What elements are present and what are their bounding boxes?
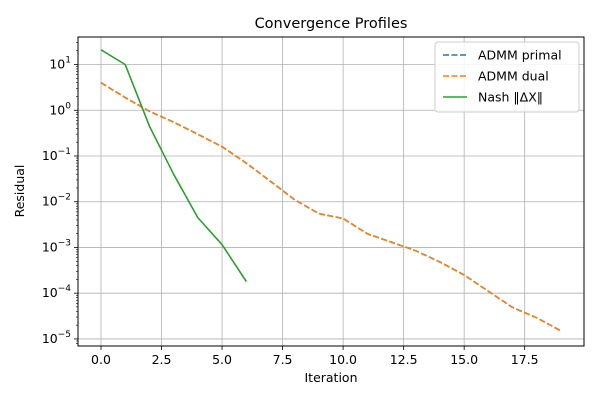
x-axis-label: Iteration <box>304 370 357 385</box>
chart-title: Convergence Profiles <box>255 16 408 32</box>
series-line <box>100 49 247 282</box>
y-tick-label: 10−2 <box>42 193 71 209</box>
legend-label: Nash ‖ΔX‖ <box>478 90 543 105</box>
legend-label: ADMM dual <box>478 69 549 84</box>
x-tick-label: 15.0 <box>450 352 478 367</box>
y-axis-label: Residual <box>12 165 27 218</box>
x-tick-label: 12.5 <box>390 352 418 367</box>
legend: ADMM primal ADMM dual Nash ‖ΔX‖ <box>434 41 580 113</box>
y-tick-label: 101 <box>49 56 71 72</box>
x-tick-label: 5.0 <box>212 352 232 367</box>
plot-area-frame <box>77 36 585 347</box>
axis-ticks: 0.0 2.5 5.0 7.5 10.0 12.5 15.0 17.5 101 100 10−1 10… <box>42 42 539 367</box>
y-tick-label: 100 <box>49 101 71 117</box>
series-lines <box>100 49 562 332</box>
x-tick-label: 7.5 <box>273 352 293 367</box>
x-tick-label: 17.5 <box>511 352 539 367</box>
legend-box <box>434 41 580 113</box>
legend-label: ADMM primal <box>478 48 562 63</box>
x-tick-label: 10.0 <box>329 352 357 367</box>
y-tick-label: 10−1 <box>42 147 71 163</box>
x-tick-label: 2.5 <box>152 352 172 367</box>
y-tick-label: 10−5 <box>42 330 71 346</box>
y-tick-label: 10−4 <box>42 284 71 300</box>
series-line <box>100 82 562 332</box>
x-tick-label: 0.0 <box>91 352 111 367</box>
y-tick-label: 10−3 <box>42 238 71 254</box>
